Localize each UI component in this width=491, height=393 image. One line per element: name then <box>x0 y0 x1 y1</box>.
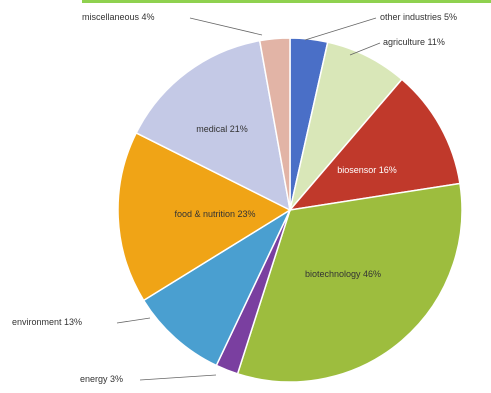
leader-line <box>116 317 151 324</box>
slice-label: agriculture 11% <box>383 37 445 47</box>
pie-slice <box>135 39 292 212</box>
pie-slice <box>236 182 463 383</box>
slice-label: medical 21% <box>196 124 248 134</box>
slice-label: environment 13% <box>12 317 82 327</box>
pie-slice <box>288 78 461 212</box>
slice-label: other industries 5% <box>380 12 457 22</box>
slice-label: biotechnology 46% <box>305 269 381 279</box>
slice-label: miscellaneous 4% <box>82 12 155 22</box>
pie-slices <box>117 37 463 383</box>
leader-line <box>304 17 377 41</box>
slice-label: energy 3% <box>80 374 123 384</box>
slice-label: biosensor 16% <box>337 165 397 175</box>
pie-slice <box>142 208 292 367</box>
slice-label: food & nutrition 23% <box>174 209 255 219</box>
pie-slice <box>258 37 291 211</box>
leader-line <box>189 17 263 36</box>
top-accent-bar <box>82 0 491 3</box>
leader-line <box>139 374 217 381</box>
leader-line <box>349 42 381 56</box>
pie-slice <box>117 131 292 302</box>
pie-labels: other industries 5% agriculture 11% biosen… <box>12 12 457 384</box>
